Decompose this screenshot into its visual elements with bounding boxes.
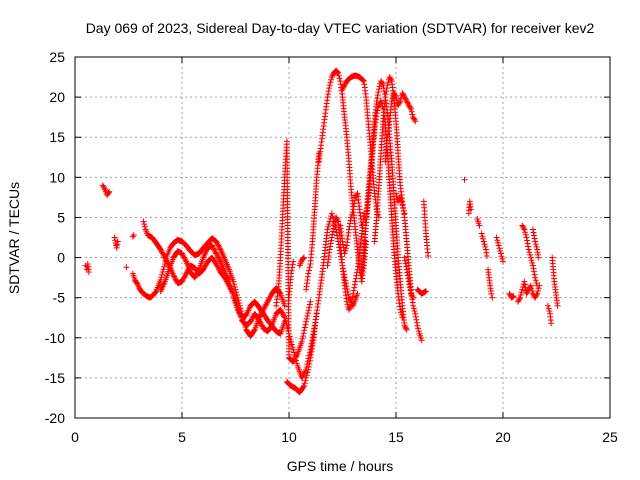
x-tick-label: 10 <box>281 429 297 445</box>
y-tick-label: 20 <box>49 89 65 105</box>
x-tick-label: 25 <box>602 429 618 445</box>
y-tick-label: 0 <box>57 250 65 266</box>
data-point-markers <box>82 67 561 396</box>
axis-ticks <box>74 56 611 419</box>
y-tick-label: 5 <box>57 209 65 225</box>
x-axis-label: GPS time / hours <box>287 458 394 474</box>
series-sdtvar <box>82 67 561 396</box>
y-tick-label: -20 <box>45 410 65 426</box>
chart-title: Day 069 of 2023, Sidereal Day-to-day VTE… <box>86 20 595 36</box>
y-tick-label: 10 <box>49 169 65 185</box>
y-axis-label: SDTVAR / TECUs <box>6 182 22 294</box>
y-tick-label: -5 <box>53 290 66 306</box>
y-tick-label: -15 <box>45 370 65 386</box>
y-tick-label: -10 <box>45 330 65 346</box>
x-tick-label: 15 <box>388 429 404 445</box>
y-tick-labels: -20 -15 -10 -5 0 5 10 15 20 25 <box>45 49 65 426</box>
x-tick-label: 5 <box>178 429 186 445</box>
x-tick-label: 0 <box>71 429 79 445</box>
x-tick-label: 20 <box>495 429 511 445</box>
data-markers <box>82 67 561 396</box>
y-tick-label: 15 <box>49 129 65 145</box>
plot-frame <box>74 56 611 419</box>
x-tick-labels: 0 5 10 15 20 25 <box>71 429 618 445</box>
y-tick-label: 25 <box>49 49 65 65</box>
